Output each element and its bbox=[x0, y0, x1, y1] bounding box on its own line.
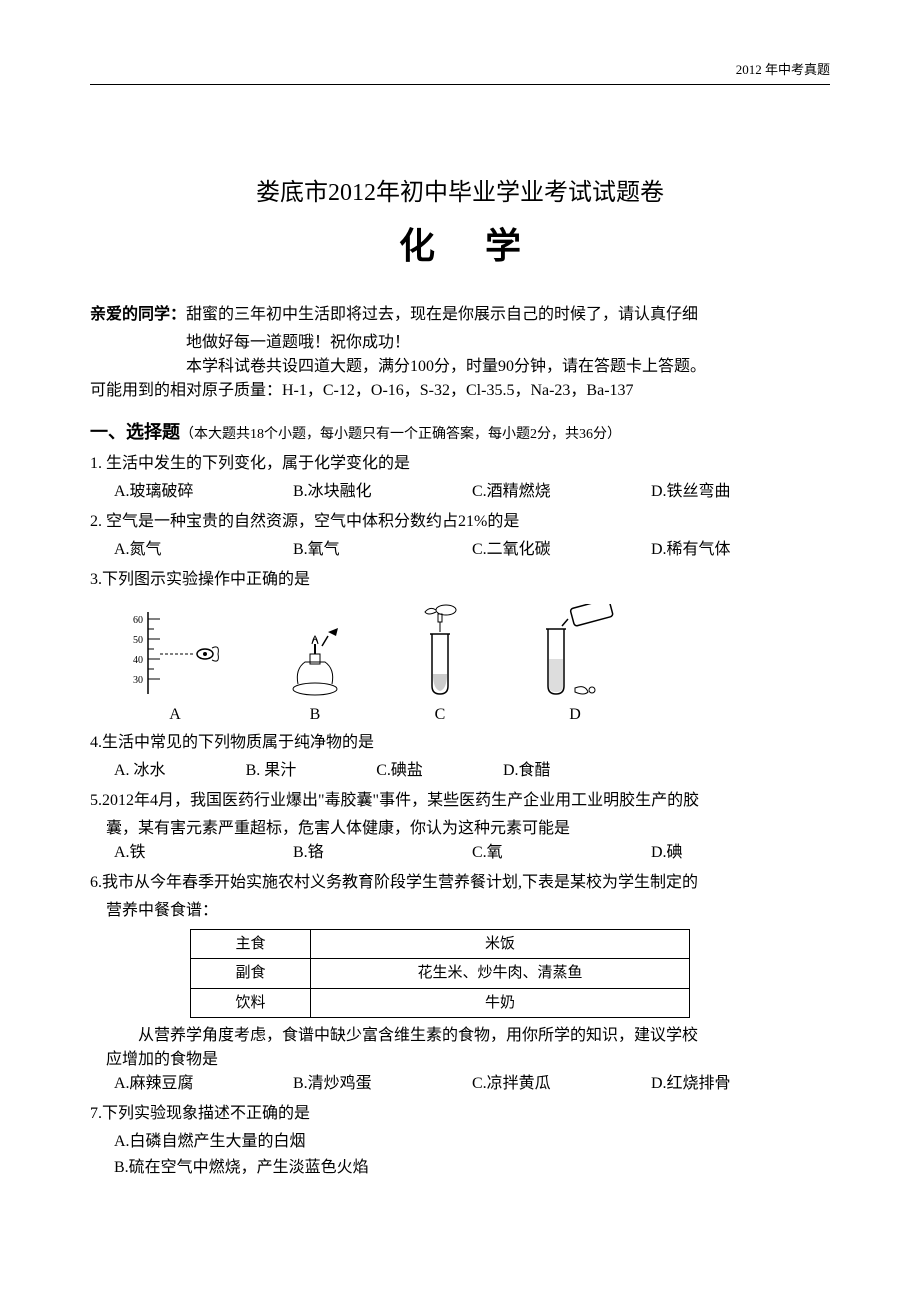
q5-line2: 囊，某有害元素严重超标，危害人体健康，你认为这种元素可能是 bbox=[90, 817, 830, 841]
header-divider bbox=[90, 84, 830, 85]
q2-opt-c: C.二氧化碳 bbox=[472, 538, 651, 562]
q3-label-a: A bbox=[130, 703, 220, 727]
q6-after1: 从营养学角度考虑，食谱中缺少富含维生素的食物，用你所学的知识，建议学校 bbox=[90, 1024, 830, 1048]
q5-opt-d: D.碘 bbox=[651, 841, 830, 865]
svg-text:30: 30 bbox=[133, 675, 143, 686]
q5-opt-c: C.氧 bbox=[472, 841, 651, 865]
section-1-note: （本大题共18个小题，每小题只有一个正确答案，每小题2分，共36分） bbox=[180, 427, 621, 442]
q7-opt-b: B.硫在空气中燃烧，产生淡蓝色火焰 bbox=[90, 1156, 830, 1180]
table-row: 饮料 牛奶 bbox=[191, 988, 690, 1018]
exam-title: 娄底市2012年初中毕业学业考试试题卷 bbox=[90, 175, 830, 211]
q5-opt-b: B.铬 bbox=[293, 841, 472, 865]
q6-opt-a: A.麻辣豆腐 bbox=[114, 1072, 293, 1096]
q2-options: A.氮气 B.氧气 C.二氧化碳 D.稀有气体 bbox=[90, 538, 830, 562]
q5-options: A.铁 B.铬 C.氧 D.碘 bbox=[90, 841, 830, 865]
q6-line2: 营养中餐食谱： bbox=[90, 899, 830, 923]
svg-text:50: 50 bbox=[133, 635, 143, 646]
q3-label-c: C bbox=[410, 703, 470, 727]
table-cell: 米饭 bbox=[311, 929, 690, 959]
q4-opt-b: B. 果汁 bbox=[246, 759, 297, 783]
q7-opt-a: A.白磷自燃产生大量的白烟 bbox=[90, 1130, 830, 1154]
svg-text:40: 40 bbox=[133, 655, 143, 666]
q2-text: 2. 空气是一种宝贵的自然资源，空气中体积分数约占21%的是 bbox=[90, 510, 830, 534]
q1-opt-a: A.玻璃破碎 bbox=[114, 480, 293, 504]
q6-options: A.麻辣豆腐 B.清炒鸡蛋 C.凉拌黄瓜 D.红烧排骨 bbox=[90, 1072, 830, 1096]
q4-options: A. 冰水 B. 果汁 C.碘盐 D.食醋 bbox=[90, 759, 830, 783]
alcohol-lamp-icon bbox=[280, 624, 350, 699]
q2-opt-a: A.氮气 bbox=[114, 538, 293, 562]
q7-text: 7.下列实验现象描述不正确的是 bbox=[90, 1102, 830, 1126]
table-cell: 牛奶 bbox=[311, 988, 690, 1018]
q6-opt-c: C.凉拌黄瓜 bbox=[472, 1072, 651, 1096]
greeting-line1: 甜蜜的三年初中生活即将过去，现在是你展示自己的时候了，请认真仔细 bbox=[186, 306, 698, 323]
table-row: 主食 米饭 bbox=[191, 929, 690, 959]
q5-line1: 5.2012年4月，我国医药行业爆出"毒胶囊"事件，某些医药生产企业用工业明胶生… bbox=[90, 789, 830, 813]
table-row: 副食 花生米、炒牛肉、清蒸鱼 bbox=[191, 959, 690, 989]
q4-opt-a: A. 冰水 bbox=[114, 759, 166, 783]
q6-menu-table: 主食 米饭 副食 花生米、炒牛肉、清蒸鱼 饮料 牛奶 bbox=[190, 929, 690, 1019]
atomic-masses: 可能用到的相对原子质量：H-1，C-12，O-16，S-32，Cl-35.5，N… bbox=[90, 379, 830, 403]
table-cell: 副食 bbox=[191, 959, 311, 989]
test-tube-dropper-icon bbox=[410, 604, 470, 699]
greeting-line3: 本学科试卷共设四道大题，满分100分，时量90分钟，请在答题卡上答题。 bbox=[90, 355, 830, 379]
svg-text:60: 60 bbox=[133, 615, 143, 626]
graduated-cylinder-icon: 60 50 40 30 bbox=[130, 604, 220, 699]
q1-opt-c: C.酒精燃烧 bbox=[472, 480, 651, 504]
q3-diagrams: 60 50 40 30 A B bbox=[90, 604, 830, 727]
subject-title: 化学 bbox=[90, 219, 830, 273]
q3-diagram-b: B bbox=[280, 624, 350, 727]
q4-opt-c: C.碘盐 bbox=[376, 759, 423, 783]
table-cell: 花生米、炒牛肉、清蒸鱼 bbox=[311, 959, 690, 989]
table-cell: 饮料 bbox=[191, 988, 311, 1018]
q6-after2: 应增加的食物是 bbox=[90, 1048, 830, 1072]
greeting-line2: 地做好每一道题哦！祝你成功！ bbox=[90, 331, 830, 355]
q2-opt-b: B.氧气 bbox=[293, 538, 472, 562]
q6-opt-d: D.红烧排骨 bbox=[651, 1072, 830, 1096]
table-cell: 主食 bbox=[191, 929, 311, 959]
q6-opt-b: B.清炒鸡蛋 bbox=[293, 1072, 472, 1096]
section-1-title: 一、选择题 bbox=[90, 422, 180, 442]
q4-opt-d: D.食醋 bbox=[503, 759, 551, 783]
q6-line1: 6.我市从今年春季开始实施农村义务教育阶段学生营养餐计划,下表是某校为学生制定的 bbox=[90, 871, 830, 895]
q2-opt-d: D.稀有气体 bbox=[651, 538, 830, 562]
q1-opt-d: D.铁丝弯曲 bbox=[651, 480, 830, 504]
q3-label-b: B bbox=[280, 703, 350, 727]
q3-diagram-a: 60 50 40 30 A bbox=[130, 604, 220, 727]
q4-text: 4.生活中常见的下列物质属于纯净物的是 bbox=[90, 731, 830, 755]
page-header-year: 2012 年中考真题 bbox=[90, 60, 830, 80]
greeting-block: 亲爱的同学：甜蜜的三年初中生活即将过去，现在是你展示自己的时候了，请认真仔细 bbox=[90, 303, 830, 327]
q1-text: 1. 生活中发生的下列变化，属于化学变化的是 bbox=[90, 452, 830, 476]
q3-diagram-c: C bbox=[410, 604, 470, 727]
q3-diagram-d: D bbox=[530, 604, 620, 727]
section-1-header: 一、选择题（本大题共18个小题，每小题只有一个正确答案，每小题2分，共36分） bbox=[90, 419, 830, 446]
q1-options: A.玻璃破碎 B.冰块融化 C.酒精燃烧 D.铁丝弯曲 bbox=[90, 480, 830, 504]
q1-opt-b: B.冰块融化 bbox=[293, 480, 472, 504]
q3-label-d: D bbox=[530, 703, 620, 727]
q5-opt-a: A.铁 bbox=[114, 841, 293, 865]
test-tube-pour-icon bbox=[530, 604, 620, 699]
greeting-label: 亲爱的同学： bbox=[90, 306, 186, 323]
q3-text: 3.下列图示实验操作中正确的是 bbox=[90, 568, 830, 592]
